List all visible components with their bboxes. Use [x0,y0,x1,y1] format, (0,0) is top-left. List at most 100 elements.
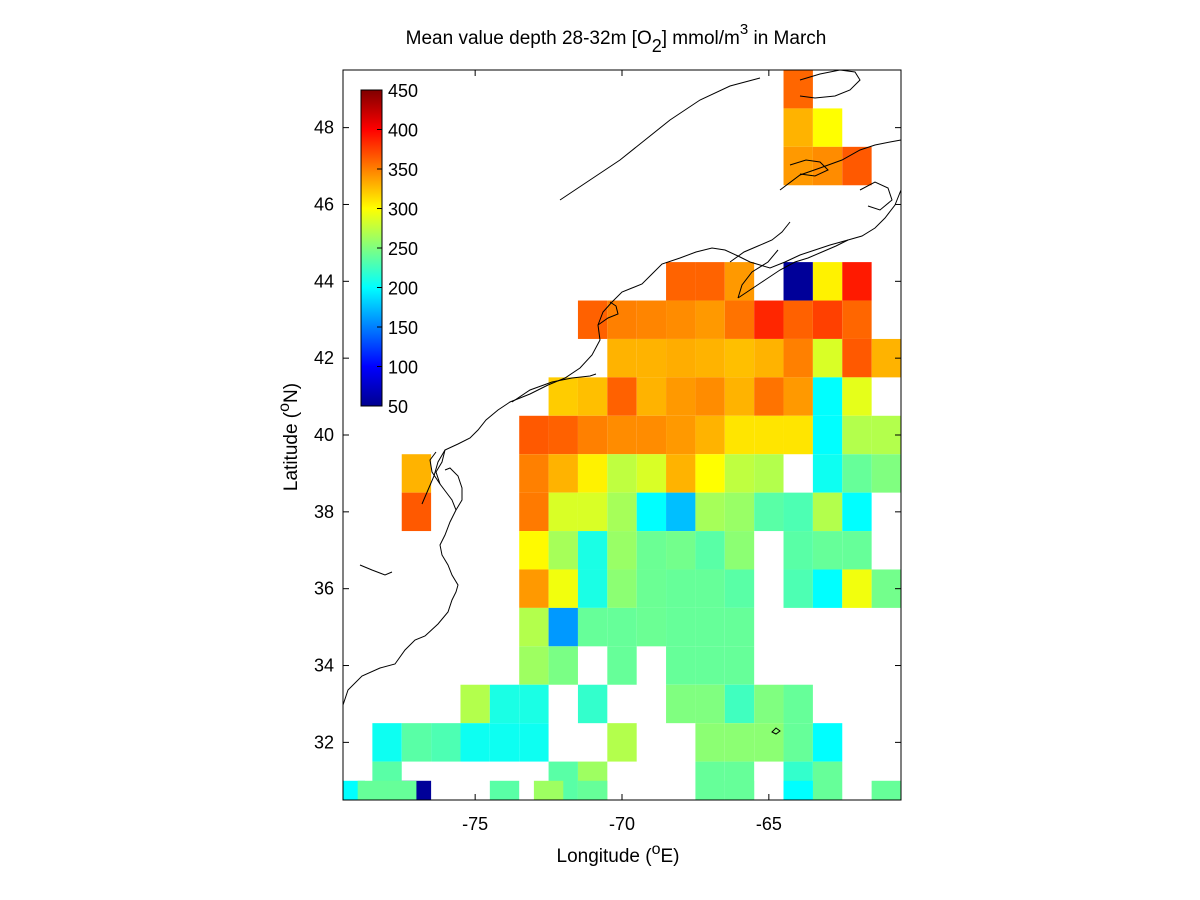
heatmap-cell [357,780,388,800]
heatmap-cell [812,146,843,186]
heatmap-cell [695,761,725,800]
coastline-pei [789,159,829,177]
heatmap-cell [783,262,813,301]
heatmap-cell [695,723,725,762]
heatmap-cell [401,492,432,532]
heatmap-cell [666,607,696,647]
heatmap-cell [724,723,755,762]
colorbar-ticks: 50 100 150 200 250 300 350 400 450 [377,81,418,417]
y-axis-title-superscript: o [276,403,293,412]
heatmap-cell [754,454,784,493]
heatmap-cell [577,607,608,647]
colorbar-tick-label: 100 [388,358,418,378]
heatmap-cell [783,377,813,416]
y-tick-label: 36 [314,579,334,599]
heatmap-cell [519,646,549,685]
heatmap-cell [724,684,755,724]
heatmap-cell [519,607,549,647]
heatmap-cell [783,780,813,800]
heatmap-cell [489,723,520,762]
heatmap-cell [607,646,637,685]
heatmap-cell [577,454,608,493]
heatmap-cell [783,531,813,570]
y-axis-title: Latitude (oN) [276,383,302,491]
title-superscript: 3 [740,21,748,38]
heatmap-cell [695,377,725,416]
heatmap-cell [666,531,696,570]
heatmap-cell [636,531,667,570]
heatmap-cell [577,780,608,800]
chart-title: Mean value depth 28-32m [O2] mmol/m3 in … [406,21,827,56]
y-tick-label: 48 [314,118,334,138]
x-tick-label: -75 [462,814,488,834]
heatmap-cell [607,300,637,339]
colorbar-tick-label: 150 [388,318,418,338]
heatmap-cell [548,415,578,455]
heatmap-cell [783,70,813,109]
colorbar-tick-label: 300 [388,200,418,220]
heatmap-cell [666,569,696,608]
heatmap-cell [607,415,637,455]
colorbar-tick-label: 450 [388,81,418,101]
coastline-gulf-st-lawrence [559,77,902,201]
x-axis-title: Longitude (oE) [557,841,680,867]
heatmap-cell [783,146,813,186]
heatmap-cell [577,415,608,455]
heatmap-cell [387,780,417,800]
heatmap-cell [548,569,578,608]
heatmap-cell [842,377,872,416]
heatmap-cell [783,569,813,608]
y-axis-ticks: 32 34 36 38 40 42 44 46 48 [314,118,901,752]
heatmap-cell [695,262,725,301]
x-tick-label: -65 [756,814,782,834]
heatmap-cell [607,454,637,493]
heatmap-cell [548,492,578,532]
heatmap-cell [812,377,843,416]
coastline-cape-cod [597,301,619,326]
heatmap-cell [636,415,667,455]
colorbar-tick-label: 50 [388,397,408,417]
heatmap-cell [489,780,520,800]
heatmap-cell [754,415,784,455]
heatmap-cell [754,684,784,724]
heatmap-cell [401,723,432,762]
heatmap-cell [812,300,843,339]
y-tick-label: 34 [314,656,334,676]
heatmap-cell [842,415,872,455]
heatmap-cell [724,780,755,800]
y-tick-label: 44 [314,271,334,291]
heatmap-cell [783,492,813,532]
heatmap-cell [519,531,549,570]
colorbar-tick-label: 400 [388,121,418,141]
heatmap-cell [666,338,696,378]
heatmap-cell [724,607,755,647]
heatmap-cell [783,300,813,339]
heatmap-cell [519,454,549,493]
heatmap-cell [695,531,725,570]
heatmap-cell [812,492,843,532]
heatmap-cell [783,723,813,762]
heatmap-cell [842,492,872,532]
heatmap-cell [724,569,755,608]
heatmap-cell [636,454,667,493]
heatmap-cell [754,338,784,378]
heatmap-cell [812,723,843,762]
heatmap-cell [666,262,696,301]
x-axis-ticks: -75 -70 -65 [462,70,782,834]
heatmap-cell [783,338,813,378]
heatmap-cell [666,377,696,416]
heatmap-cell [577,684,608,724]
heatmap-cell [666,492,696,532]
heatmap-cell [636,607,667,647]
heatmap-cell [812,569,843,608]
colorbar-tick-label: 250 [388,239,418,259]
heatmap-cell [754,492,784,532]
heatmap-cell [431,723,461,762]
heatmap-cell [754,723,784,762]
heatmap-cell [754,377,784,416]
heatmap-cell [666,646,696,685]
heatmap-cell [812,108,843,147]
heatmap-cell [577,300,608,339]
coastline-bermuda [771,727,781,735]
